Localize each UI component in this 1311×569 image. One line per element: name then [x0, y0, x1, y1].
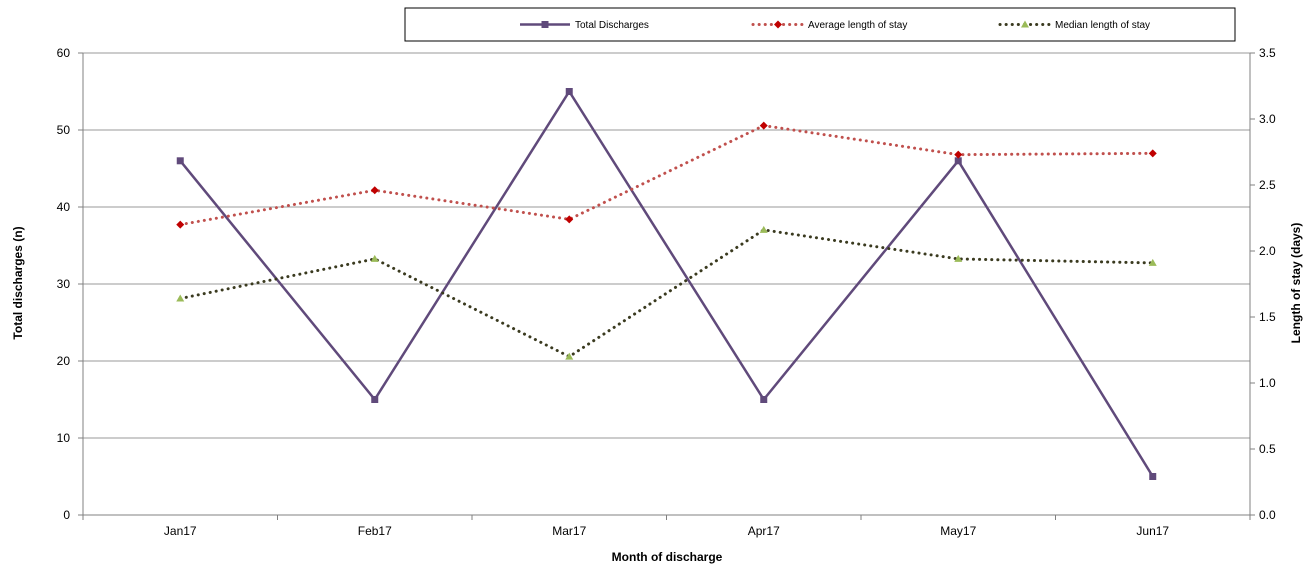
data-point	[370, 186, 379, 195]
x-tick-label: May17	[940, 524, 976, 538]
x-tick-label: Jan17	[164, 524, 197, 538]
data-point	[1149, 473, 1157, 480]
data-point	[954, 157, 962, 165]
data-point	[759, 225, 768, 233]
left-tick-label: 30	[57, 277, 71, 291]
right-axis-title: Length of stay (days)	[1289, 223, 1303, 344]
series-0	[176, 88, 1157, 480]
series-layer	[176, 88, 1157, 480]
x-tick-label: Feb17	[358, 524, 392, 538]
data-point	[176, 220, 185, 229]
right-axis-ticks: 0.0 0.5 1.0 1.5 2.0 2.5 3.0 3.5	[1250, 46, 1276, 522]
left-tick-label: 0	[63, 508, 70, 522]
left-tick-label: 50	[57, 123, 71, 137]
legend-label: Total Discharges	[575, 20, 649, 31]
legend-marker	[774, 20, 782, 29]
legend-item: Total Discharges	[520, 20, 649, 31]
right-tick-label: 1.5	[1259, 310, 1276, 324]
data-point	[1148, 149, 1157, 158]
x-axis-ticks: Jan17 Feb17 Mar17 Apr17 May17 Jun17	[82, 515, 1251, 538]
x-axis-title: Month of discharge	[612, 550, 723, 564]
series-line	[179, 89, 1154, 478]
legend-marker	[1021, 20, 1029, 28]
right-tick-label: 0.0	[1259, 508, 1276, 522]
right-tick-label: 0.5	[1259, 442, 1276, 456]
legend-label: Average length of stay	[808, 20, 907, 31]
series-2	[176, 225, 1157, 360]
series-line	[178, 124, 1155, 227]
left-tick-label: 60	[57, 46, 71, 60]
legend-item: Median length of stay	[998, 20, 1150, 31]
x-tick-label: Apr17	[748, 524, 780, 538]
data-point	[759, 121, 768, 130]
left-tick-label: 20	[57, 354, 71, 368]
left-axis-title: Total discharges (n)	[11, 226, 25, 339]
data-point	[954, 150, 963, 159]
series-1	[176, 121, 1157, 229]
legend: Total Discharges Average length of stay Me…	[404, 7, 1236, 42]
right-tick-label: 3.5	[1259, 46, 1276, 60]
series-line	[178, 228, 1155, 359]
left-tick-label: 10	[57, 431, 71, 445]
data-point	[565, 352, 574, 360]
data-point	[371, 396, 379, 403]
data-point	[954, 254, 963, 262]
data-point	[370, 254, 379, 262]
left-tick-label: 40	[57, 200, 71, 214]
legend-item: Average length of stay	[751, 20, 907, 31]
data-point	[565, 215, 574, 224]
data-point	[176, 157, 184, 165]
data-point	[760, 396, 768, 403]
legend-marker	[541, 21, 549, 28]
legend-label: Median length of stay	[1055, 20, 1150, 31]
x-tick-label: Mar17	[552, 524, 586, 538]
data-point	[565, 88, 573, 95]
x-tick-label: Jun17	[1136, 524, 1169, 538]
right-tick-label: 2.5	[1259, 178, 1276, 192]
data-point	[1148, 258, 1157, 266]
left-axis-ticks: 0 10 20 30 40 50 60	[57, 46, 83, 522]
right-tick-label: 2.0	[1259, 244, 1276, 258]
right-tick-label: 1.0	[1259, 376, 1276, 390]
right-tick-label: 3.0	[1259, 112, 1276, 126]
data-point	[176, 294, 185, 302]
